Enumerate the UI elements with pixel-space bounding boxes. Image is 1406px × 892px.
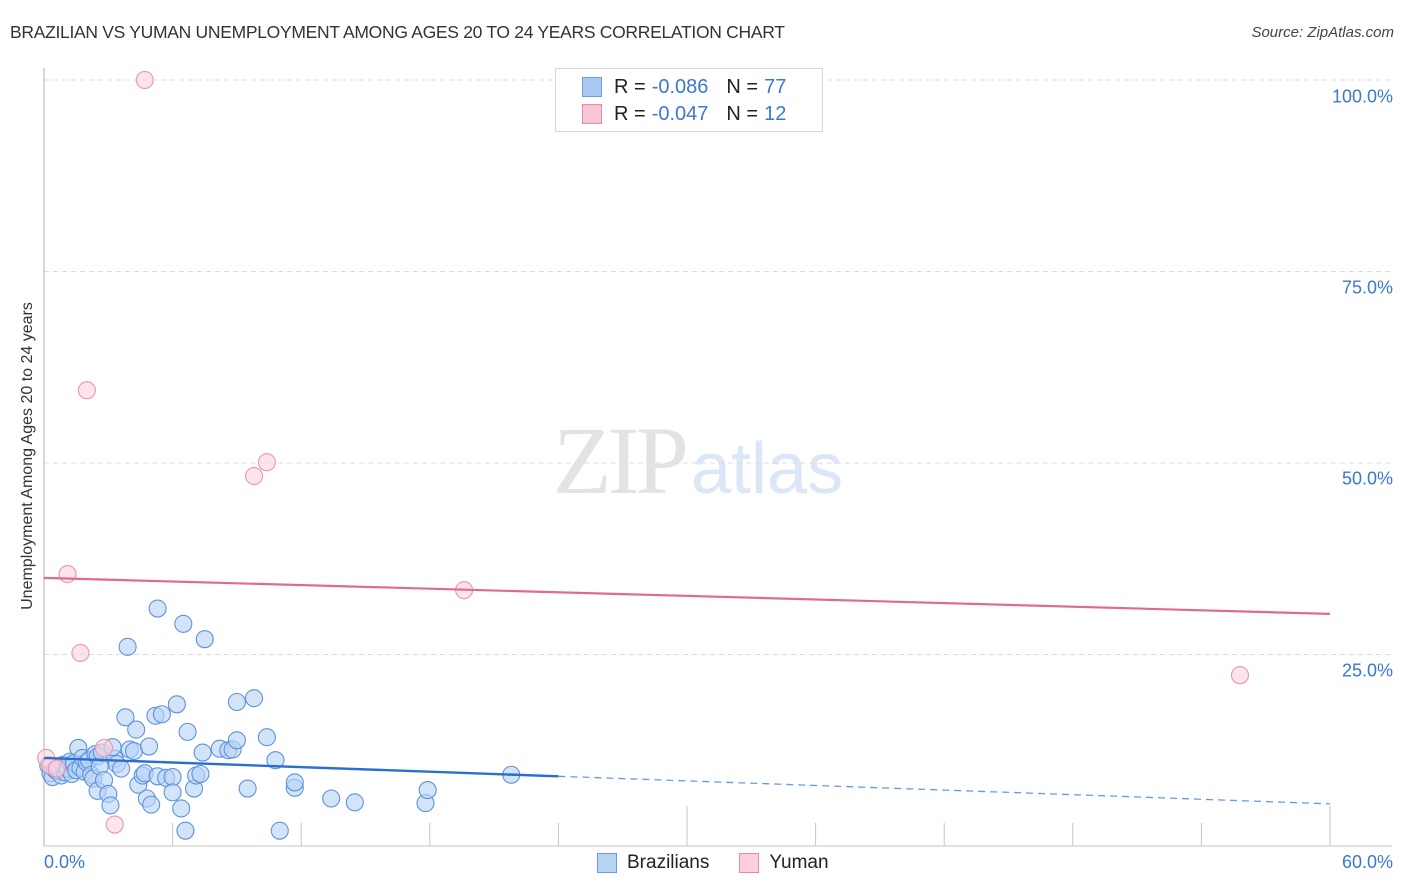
x-tick-max: 60.0%	[1341, 852, 1393, 872]
data-point	[174, 614, 193, 633]
data-point	[227, 731, 246, 750]
data-point	[58, 565, 77, 584]
yuman-trend-line	[43, 576, 1331, 616]
legend-item-brazilians[interactable]: Brazilians	[597, 852, 709, 874]
data-point	[266, 751, 285, 770]
data-point	[244, 466, 264, 486]
legend-row-brazilians: R = -0.086 N = 77	[582, 75, 786, 99]
data-point	[116, 708, 135, 727]
data-point	[101, 796, 120, 815]
r-value: -0.047	[651, 102, 709, 125]
data-point	[191, 764, 210, 784]
data-point	[163, 783, 182, 802]
trend-lines	[43, 576, 1331, 805]
yuman-swatch	[582, 104, 602, 124]
yuman-swatch	[739, 853, 760, 873]
data-point	[322, 789, 341, 808]
data-point	[270, 821, 289, 840]
data-point	[257, 728, 276, 747]
chart-title: BRAZILIAN VS YUMAN UNEMPLOYMENT AMONG AG…	[10, 22, 785, 42]
data-point	[257, 453, 276, 472]
data-point	[176, 821, 195, 840]
data-point	[127, 720, 146, 739]
correlation-legend: R = -0.086 N = 77 R = -0.047 N = 12	[555, 68, 823, 132]
data-point	[238, 779, 257, 798]
brazilians-swatch	[597, 853, 617, 873]
data-point	[47, 759, 66, 778]
n-label: N =	[726, 102, 759, 125]
data-point	[244, 689, 264, 708]
y-tick-50: 50.0%	[1341, 468, 1393, 489]
series-legend: Brazilians Yuman	[597, 852, 859, 874]
r-label: R =	[614, 75, 646, 98]
brazilians-trend-line	[43, 756, 559, 778]
legend-item-yuman[interactable]: Yuman	[739, 852, 829, 874]
data-point	[345, 793, 364, 812]
data-point	[195, 630, 214, 649]
data-point	[142, 795, 161, 814]
data-point	[285, 773, 304, 792]
data-point	[124, 741, 144, 761]
legend-label: Brazilians	[627, 852, 710, 873]
data-point	[118, 637, 137, 656]
data-point	[163, 768, 182, 787]
gridlines	[44, 79, 1392, 655]
data-point	[418, 781, 437, 800]
data-point	[77, 381, 96, 400]
y-tick-25: 25.0%	[1341, 660, 1393, 681]
data-point	[94, 738, 114, 758]
n-label: N =	[726, 75, 759, 98]
r-label: R =	[614, 102, 646, 125]
r-value: -0.086	[651, 75, 709, 98]
data-point	[172, 799, 191, 818]
data-point	[135, 70, 154, 90]
source-label: Source: ZipAtlas.com	[1251, 24, 1394, 41]
data-point	[178, 722, 197, 741]
data-point	[148, 599, 167, 618]
y-tick-75: 75.0%	[1341, 277, 1393, 298]
brazilians-swatch	[582, 77, 602, 97]
y-tick-100: 100.0%	[1331, 86, 1393, 107]
brazilians-trend-extension	[558, 775, 1331, 805]
data-point	[139, 737, 159, 756]
legend-row-yuman: R = -0.047 N = 12	[582, 102, 786, 126]
x-tick-min: 0.0%	[44, 852, 86, 872]
brazilians-points	[39, 599, 521, 840]
data-point	[105, 815, 124, 834]
yuman-points	[37, 70, 1250, 834]
data-point	[193, 743, 212, 762]
n-value: 77	[764, 75, 787, 98]
legend-label: Yuman	[769, 852, 829, 873]
data-point	[227, 692, 246, 712]
data-point	[71, 643, 90, 663]
y-axis-label: Unemployment Among Ages 20 to 24 years	[19, 302, 36, 610]
axes	[43, 68, 1392, 847]
data-point	[152, 705, 171, 724]
data-point	[167, 695, 186, 714]
n-value: 12	[764, 102, 787, 125]
data-point	[1230, 666, 1250, 685]
data-point	[112, 759, 131, 778]
